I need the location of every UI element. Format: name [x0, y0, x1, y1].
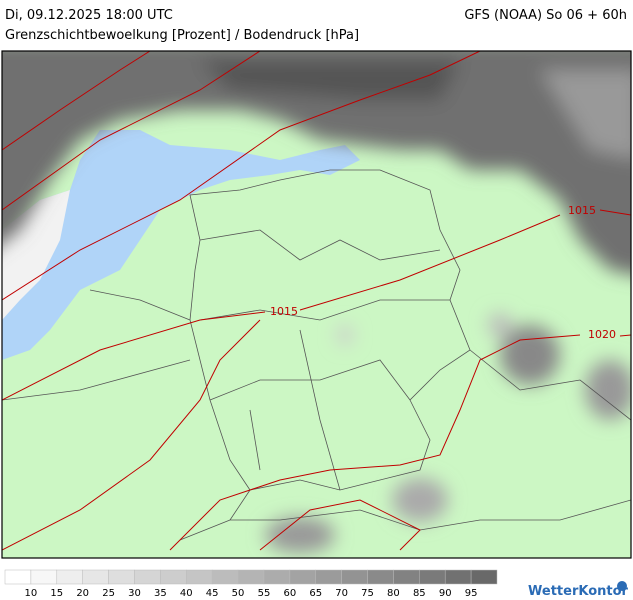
model-run: GFS (NOAA) So 06 + 60h	[464, 8, 627, 23]
isobar-label: 1015	[270, 305, 298, 318]
legend-label: 40	[180, 588, 193, 599]
legend: 10 15 20 25 30 35 40 45 50 55 60 65 70 75 80 85 90 95	[4, 569, 498, 599]
legend-swatch	[30, 569, 58, 585]
legend-label: 70	[335, 588, 348, 599]
legend-label: 65	[309, 588, 322, 599]
legend-label: 10	[25, 588, 38, 599]
legend-label: 20	[76, 588, 89, 599]
legend-swatch	[470, 569, 498, 585]
subtitle: Grenzschichtbewoelkung [Prozent] / Boden…	[5, 28, 359, 43]
legend-label: 95	[465, 588, 478, 599]
legend-label: 45	[206, 588, 219, 599]
legend-label: 90	[439, 588, 452, 599]
legend-label: 80	[387, 588, 400, 599]
legend-label: 60	[283, 588, 296, 599]
valid-time: Di, 09.12.2025 18:00 UTC	[5, 8, 173, 23]
map-frame	[1, 50, 632, 559]
legend-label: 85	[413, 588, 426, 599]
legend-label: 75	[361, 588, 374, 599]
legend-swatch	[444, 569, 472, 585]
legend-swatch	[82, 569, 109, 585]
legend-label: 55	[258, 588, 271, 599]
legend-swatch	[211, 569, 239, 585]
legend-swatch	[315, 569, 342, 585]
legend-swatch	[419, 569, 446, 585]
legend-swatch	[393, 569, 420, 585]
legend-swatch	[108, 569, 135, 585]
legend-swatch	[186, 569, 213, 585]
clouds	[2, 51, 631, 553]
isobar-lines	[2, 51, 631, 551]
legend-label: 35	[154, 588, 167, 599]
legend-label: 25	[102, 588, 115, 599]
legend-label: 50	[232, 588, 245, 599]
legend-swatch	[160, 569, 187, 585]
sea	[2, 130, 360, 360]
legend-label: 30	[128, 588, 141, 599]
legend-swatch	[4, 569, 32, 585]
legend-swatch	[263, 569, 291, 585]
isobar-label: 1015	[568, 204, 596, 217]
legend-swatch	[341, 569, 368, 585]
legend-swatch	[367, 569, 394, 585]
legend-swatch	[56, 569, 83, 585]
legend-label: 15	[50, 588, 63, 599]
borders	[2, 169, 631, 541]
legend-swatch	[237, 569, 265, 585]
brand: WetterKontor	[528, 584, 629, 599]
brand-logo	[617, 581, 627, 591]
legend-swatch	[289, 569, 316, 585]
map-area: 1015 1015 1020	[2, 51, 631, 558]
legend-swatch	[134, 569, 161, 585]
isobar-label: 1020	[588, 328, 616, 341]
